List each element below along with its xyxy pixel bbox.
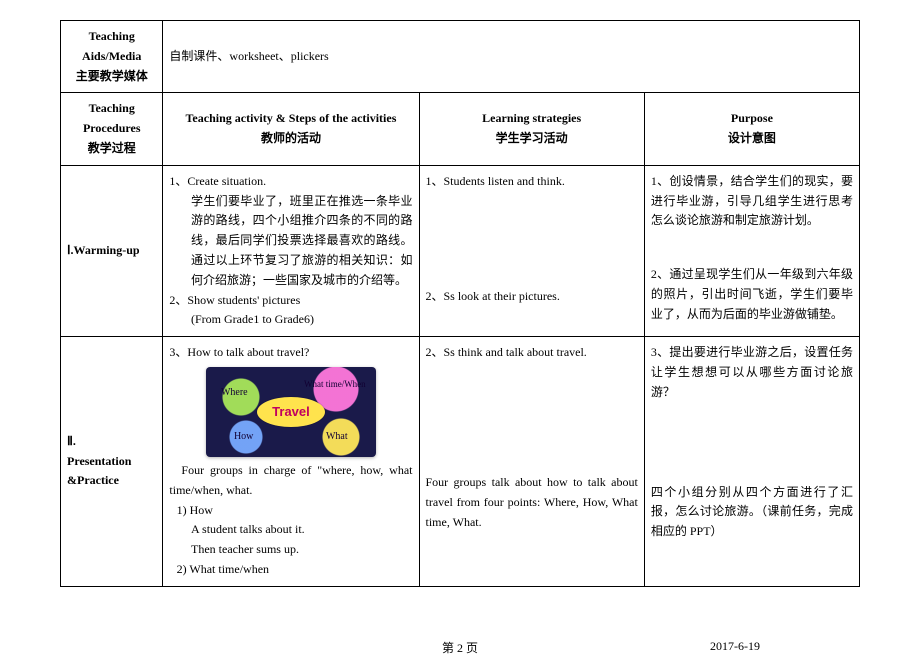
aids-content: 自制课件、worksheet、plickers [169, 49, 328, 63]
hdr-learning-cn: 学生学习活动 [496, 131, 568, 145]
pres-a1: 3、How to talk about travel? [169, 343, 412, 363]
footer-date: 2017-6-19 [710, 639, 760, 654]
warming-a2: 学生们要毕业了，班里正在推选一条毕业游的路线，四个小组推介四条的不同的路线，最后… [169, 192, 412, 291]
aids-label-cn: 主要教学媒体 [76, 69, 148, 83]
travel-center: Travel [257, 397, 325, 427]
hdr-activity-en: Teaching activity & Steps of the activit… [186, 111, 397, 125]
lesson-plan-table: Teaching Aids/Media 主要教学媒体 自制课件、workshee… [60, 20, 860, 587]
row-presentation: Ⅱ. Presentation &Practice 3、How to talk … [61, 337, 860, 587]
pres-l1: 2、Ss think and talk about travel. [426, 343, 638, 363]
hdr-activity-cn: 教师的活动 [261, 131, 321, 145]
hdr-purpose: Purpose 设计意图 [644, 93, 859, 165]
pres-a3: 1) How [169, 501, 412, 521]
hdr-purpose-en: Purpose [731, 111, 773, 125]
hdr-learning-en: Learning strategies [482, 111, 581, 125]
footer-page: 第 2 页 [442, 639, 478, 656]
pres-a4: A student talks about it. [169, 520, 412, 540]
bubble-what: What [326, 429, 348, 446]
pres-a6: 2) What time/when [169, 560, 412, 580]
cell-warming-learning: 1、Students listen and think. 2、Ss look a… [419, 165, 644, 336]
cell-presentation-learning: 2、Ss think and talk about travel. Four g… [419, 337, 644, 587]
pres-label-2: Presentation &Practice [67, 452, 156, 492]
pres-p2: 四个小组分别从四个方面进行了汇报，怎么讨论旅游。（课前任务，完成相应的 PPT） [651, 483, 853, 542]
pres-a2: Four groups in charge of "where, how, wh… [169, 461, 412, 501]
cell-presentation-purpose: 3、提出要进行毕业游之后，设置任务让学生想想可以从哪些方面讨论旅游？ 四个小组分… [644, 337, 859, 587]
hdr-learning: Learning strategies 学生学习活动 [419, 93, 644, 165]
cell-aids-label: Teaching Aids/Media 主要教学媒体 [61, 21, 163, 93]
pres-p1: 3、提出要进行毕业游之后，设置任务让学生想想可以从哪些方面讨论旅游？ [651, 343, 853, 402]
cell-presentation-activity: 3、How to talk about travel? Where What t… [163, 337, 419, 587]
cell-warming-label: Ⅰ.Warming-up [61, 165, 163, 336]
row-warming: Ⅰ.Warming-up 1、Create situation. 学生们要毕业了… [61, 165, 860, 336]
bubble-where: Where [221, 385, 248, 402]
hdr-activity: Teaching activity & Steps of the activit… [163, 93, 419, 165]
warming-a4: (From Grade1 to Grade6) [169, 310, 412, 330]
cell-warming-activity: 1、Create situation. 学生们要毕业了，班里正在推选一条毕业游的… [163, 165, 419, 336]
cell-aids-content: 自制课件、worksheet、plickers [163, 21, 860, 93]
travel-graphic: Where What time/When How What Travel [206, 367, 376, 457]
cell-presentation-label: Ⅱ. Presentation &Practice [61, 337, 163, 587]
pres-l2: Four groups talk about how to talk about… [426, 473, 638, 532]
warming-p2: 2、通过呈现学生们从一年级到六年级的照片，引出时间飞逝，学生们要毕业了，从而为后… [651, 265, 853, 324]
hdr-procedures-cn: 教学过程 [88, 141, 136, 155]
warming-a1: 1、Create situation. [169, 172, 412, 192]
hdr-purpose-cn: 设计意图 [728, 131, 776, 145]
row-aids: Teaching Aids/Media 主要教学媒体 自制课件、workshee… [61, 21, 860, 93]
warming-label: Ⅰ.Warming-up [67, 243, 140, 257]
warming-a3: 2、Show students' pictures [169, 291, 412, 311]
row-headers: Teaching Procedures 教学过程 Teaching activi… [61, 93, 860, 165]
warming-l2: 2、Ss look at their pictures. [426, 287, 638, 307]
bubble-how: How [234, 429, 253, 446]
pres-label-1: Ⅱ. [67, 434, 76, 448]
warming-l1: 1、Students listen and think. [426, 172, 638, 192]
bubble-when: What time/When [304, 377, 366, 392]
cell-warming-purpose: 1、创设情景，结合学生们的现实，要进行毕业游，引导几组学生进行思考怎么谈论旅游和… [644, 165, 859, 336]
pres-a5: Then teacher sums up. [169, 540, 412, 560]
aids-label-en: Teaching Aids/Media [82, 29, 141, 63]
hdr-procedures-en: Teaching Procedures [83, 101, 141, 135]
warming-p1: 1、创设情景，结合学生们的现实，要进行毕业游，引导几组学生进行思考怎么谈论旅游和… [651, 172, 853, 231]
hdr-procedures: Teaching Procedures 教学过程 [61, 93, 163, 165]
